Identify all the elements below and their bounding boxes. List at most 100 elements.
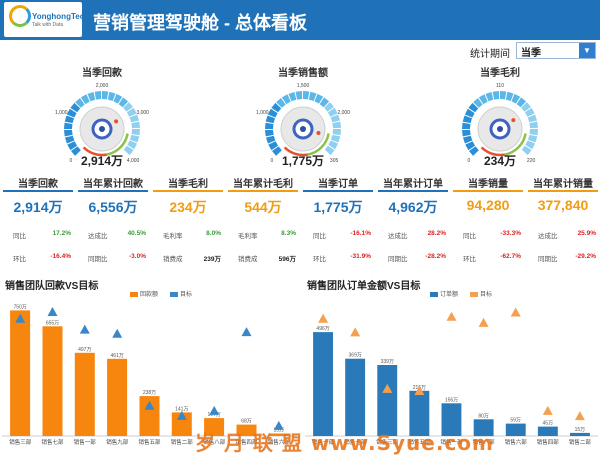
gauge-scale-segment bbox=[462, 115, 472, 124]
kpi-metric-row: 毛利率 8.0% bbox=[163, 230, 221, 240]
target-marker[interactable] bbox=[47, 307, 58, 316]
legend-swatch bbox=[470, 291, 479, 297]
target-marker[interactable] bbox=[542, 405, 553, 415]
kpi-value: 234万 bbox=[169, 199, 207, 215]
bar[interactable] bbox=[345, 358, 366, 436]
target-marker[interactable] bbox=[574, 411, 585, 421]
bar-value-label: 68万 bbox=[241, 419, 252, 425]
gauge-scale-segment bbox=[505, 91, 514, 101]
gauge-scale-segment bbox=[266, 135, 276, 144]
bar[interactable] bbox=[505, 423, 526, 436]
kpi-metric-value: 28.2% bbox=[427, 230, 446, 237]
kpi-metric-label: 达成比 bbox=[88, 233, 108, 240]
bar[interactable] bbox=[377, 365, 398, 436]
kpi-metric-row: 同期比 -29.2% bbox=[538, 253, 596, 263]
bar[interactable] bbox=[268, 433, 289, 437]
chevron-down-icon[interactable]: ▼ bbox=[579, 43, 595, 58]
bar[interactable] bbox=[441, 403, 462, 436]
gauge-scale-segment bbox=[64, 115, 74, 124]
kpi-metric-row: 销费成 596万 bbox=[238, 253, 296, 263]
kpi-title: 当季订单 bbox=[318, 179, 358, 190]
kpi-accent-bar bbox=[228, 190, 298, 192]
target-marker[interactable] bbox=[79, 324, 90, 334]
period-select[interactable]: 当季 ▼ bbox=[516, 42, 596, 59]
legend-label: 目标 bbox=[480, 292, 493, 298]
bar[interactable] bbox=[42, 326, 63, 436]
target-marker[interactable] bbox=[446, 311, 457, 321]
bar[interactable] bbox=[204, 418, 225, 436]
kpi-metric-label: 环比 bbox=[463, 256, 476, 263]
gauge-tick-label: 4,000 bbox=[127, 158, 140, 164]
gauge-scale-segment bbox=[123, 145, 134, 156]
gauge-scale-segment bbox=[127, 140, 138, 150]
target-marker[interactable] bbox=[478, 317, 489, 327]
gauge-scale-segment bbox=[64, 129, 73, 137]
target-marker[interactable] bbox=[112, 328, 123, 338]
kpi-card: 当季订单 1,775万 同比 -16.1% 环比 -31.9% bbox=[301, 173, 375, 268]
gauge-red-band bbox=[283, 146, 308, 157]
gauge-scale-segment bbox=[511, 93, 521, 104]
kpi-metric-row: 达成比 28.2% bbox=[388, 230, 446, 240]
gauge-scale-segment bbox=[71, 146, 81, 156]
bar[interactable] bbox=[74, 352, 95, 436]
kpi-metric-label: 达成比 bbox=[538, 233, 558, 240]
gauge-scale-segment bbox=[330, 114, 340, 123]
kpi-metric-label: 同期比 bbox=[88, 256, 108, 263]
kpi-metric-row: 销费成 239万 bbox=[163, 253, 221, 263]
target-marker[interactable] bbox=[318, 313, 329, 323]
kpi-metric-label: 同比 bbox=[313, 233, 326, 240]
gauge-green-band bbox=[504, 133, 527, 156]
target-marker[interactable] bbox=[382, 383, 393, 393]
kpi-metric-label: 销费成 bbox=[163, 256, 183, 263]
gauge-scale-segment bbox=[303, 91, 310, 100]
bar[interactable] bbox=[236, 424, 257, 436]
bar[interactable] bbox=[313, 332, 333, 436]
kpi-metric-row: 达成比 40.5% bbox=[88, 230, 146, 240]
bar[interactable] bbox=[107, 358, 128, 436]
target-marker[interactable] bbox=[510, 307, 521, 317]
kpi-metric-row: 环比 -31.9% bbox=[313, 253, 371, 263]
target-marker[interactable] bbox=[15, 313, 26, 323]
target-marker[interactable] bbox=[144, 400, 155, 410]
bar[interactable] bbox=[139, 396, 160, 436]
legend-label: 回款额 bbox=[140, 292, 159, 298]
target-marker[interactable] bbox=[350, 327, 361, 337]
target-marker[interactable] bbox=[176, 410, 187, 420]
category-label: 销售三部 bbox=[376, 438, 399, 446]
target-marker[interactable] bbox=[209, 405, 220, 415]
bar[interactable] bbox=[570, 432, 590, 436]
gauge-scale-segment bbox=[281, 94, 291, 105]
kpi-accent-bar bbox=[378, 190, 448, 192]
category-label: 销售三部 bbox=[9, 438, 32, 446]
bar[interactable] bbox=[409, 390, 430, 436]
category-label: 销售六部 bbox=[505, 438, 528, 446]
kpi-value: 6,556万 bbox=[88, 199, 138, 215]
gauge-green-band bbox=[106, 133, 129, 156]
legend-swatch bbox=[130, 291, 138, 297]
gauge-scale-segment bbox=[276, 98, 286, 108]
kpi-metric-label: 环比 bbox=[313, 256, 326, 263]
kpi-accent-bar bbox=[153, 190, 223, 192]
kpi-metric-value: 17.2% bbox=[52, 230, 71, 237]
bar-value-label: 107万 bbox=[208, 412, 221, 418]
bar[interactable] bbox=[171, 412, 192, 436]
kpi-metric-label: 毛利率 bbox=[238, 233, 258, 240]
target-marker[interactable] bbox=[241, 327, 252, 337]
gauge-needle bbox=[316, 131, 321, 136]
gauge-scale-segment bbox=[524, 107, 535, 117]
kpi-card: 当季销量 94,280 同比 -33.3% 环比 -62.7% bbox=[451, 173, 525, 268]
chart-title: 销售团队订单金额VS目标 bbox=[307, 281, 421, 292]
category-label: 销售二部 bbox=[171, 438, 194, 446]
bar[interactable] bbox=[473, 419, 494, 437]
target-marker[interactable] bbox=[273, 420, 284, 430]
header-bar: YonghongTech Talk with Data 营销管理驾驶舱 - 总体… bbox=[0, 0, 600, 40]
bar[interactable] bbox=[10, 310, 31, 436]
bar[interactable] bbox=[537, 426, 558, 436]
gauge-tick-label: 2,000 bbox=[337, 110, 350, 116]
gauge-scale-segment bbox=[87, 92, 96, 102]
gauge-scale-segment bbox=[94, 91, 102, 100]
target-marker[interactable] bbox=[414, 386, 425, 395]
gauge-value: 1,775万 bbox=[281, 154, 325, 168]
gauge-scale-segment bbox=[131, 129, 140, 136]
gauge-scale-segment bbox=[70, 102, 81, 113]
